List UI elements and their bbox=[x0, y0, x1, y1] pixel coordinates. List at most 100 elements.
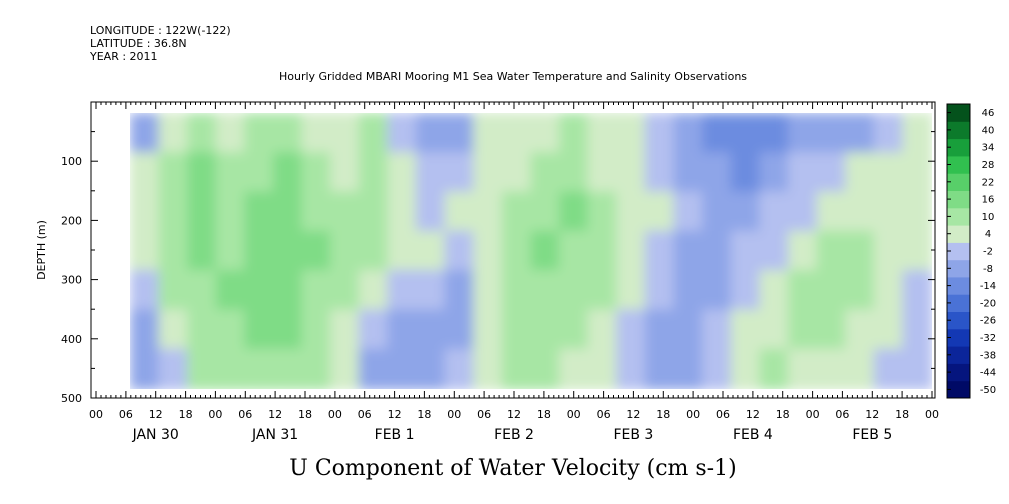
longitude-label: LONGITUDE : 122W(-122) bbox=[90, 24, 231, 37]
heatmap-cell bbox=[530, 191, 561, 233]
heatmap-cell bbox=[130, 309, 161, 351]
y-tick-label: 100 bbox=[61, 155, 82, 168]
heatmap-cell bbox=[902, 309, 932, 351]
heatmap-cell bbox=[130, 113, 161, 155]
heatmap-cell bbox=[616, 348, 647, 389]
x-hour-label: 12 bbox=[626, 408, 640, 421]
heatmap-cell bbox=[759, 152, 790, 194]
x-hour-label: 12 bbox=[746, 408, 760, 421]
heatmap-cell bbox=[816, 113, 848, 155]
heatmap-cell bbox=[559, 191, 590, 233]
heatmap-cell bbox=[473, 113, 504, 155]
heatmap-cell bbox=[272, 113, 304, 155]
heatmap-cell bbox=[702, 230, 733, 273]
heatmap-cell bbox=[673, 309, 705, 351]
heatmap-cell bbox=[416, 270, 447, 312]
heatmap-cell bbox=[158, 309, 189, 351]
heatmap-cell bbox=[530, 152, 561, 194]
heatmap-cell bbox=[158, 270, 189, 312]
heatmap-cell bbox=[845, 230, 876, 273]
heatmap-cell bbox=[387, 348, 418, 389]
heatmap-cell bbox=[272, 270, 304, 312]
heatmap-cell bbox=[730, 348, 762, 389]
x-hour-label: 00 bbox=[447, 408, 461, 421]
colorbar-label: -26 bbox=[980, 316, 996, 327]
heatmap-cell bbox=[902, 270, 932, 312]
heatmap-cell bbox=[673, 191, 705, 233]
heatmap-cell bbox=[816, 191, 848, 233]
heatmap-cell bbox=[816, 230, 848, 273]
heatmap-cell bbox=[244, 348, 275, 389]
heatmap-cell bbox=[358, 230, 390, 273]
x-hour-label: 00 bbox=[925, 408, 939, 421]
heatmap-cell bbox=[358, 309, 390, 351]
heatmap-cell bbox=[444, 113, 476, 155]
heatmap-cell bbox=[187, 348, 218, 389]
heatmap-cell bbox=[130, 191, 161, 233]
heatmap-cell bbox=[902, 113, 932, 155]
heatmap-cell bbox=[644, 270, 676, 312]
x-hour-label: 12 bbox=[507, 408, 521, 421]
heatmap-cell bbox=[187, 230, 218, 273]
heatmap-cell bbox=[730, 230, 762, 273]
colorbar-segment bbox=[947, 311, 970, 330]
heatmap-cell bbox=[501, 309, 533, 351]
x-hour-label: 06 bbox=[716, 408, 730, 421]
heatmap-cell bbox=[444, 309, 476, 351]
heatmap-cell bbox=[187, 270, 218, 312]
heatmap-cells bbox=[130, 113, 932, 389]
heatmap-cell bbox=[387, 113, 418, 155]
heatmap-cell bbox=[473, 191, 504, 233]
heatmap-cell bbox=[215, 152, 247, 194]
heatmap-cell bbox=[702, 113, 733, 155]
heatmap-cell bbox=[187, 309, 218, 351]
heatmap-cell bbox=[158, 348, 189, 389]
heatmap-cell bbox=[759, 348, 790, 389]
x-hour-label: 06 bbox=[835, 408, 849, 421]
heatmap-cell bbox=[702, 152, 733, 194]
colorbar-segment bbox=[947, 207, 970, 226]
colorbar-segment bbox=[947, 363, 970, 382]
heatmap-cell bbox=[759, 191, 790, 233]
heatmap-cell bbox=[530, 113, 561, 155]
x-hour-label: 18 bbox=[417, 408, 431, 421]
heatmap-cell bbox=[816, 270, 848, 312]
heatmap-cell bbox=[644, 309, 676, 351]
heatmap-cell bbox=[416, 230, 447, 273]
heatmap-cell bbox=[559, 152, 590, 194]
heatmap-cell bbox=[902, 152, 932, 194]
heatmap-cell bbox=[644, 230, 676, 273]
heatmap-cell bbox=[301, 152, 333, 194]
x-hour-label: 18 bbox=[776, 408, 790, 421]
heatmap-cell bbox=[673, 230, 705, 273]
heatmap-cell bbox=[673, 270, 705, 312]
x-hour-label: 00 bbox=[567, 408, 581, 421]
x-day-label: FEB 2 bbox=[494, 427, 534, 443]
heatmap-cell bbox=[473, 309, 504, 351]
heatmap-cell bbox=[559, 348, 590, 389]
heatmap-cell bbox=[616, 152, 647, 194]
heatmap-cell bbox=[644, 152, 676, 194]
heatmap-cell bbox=[644, 191, 676, 233]
x-hour-label: 06 bbox=[238, 408, 252, 421]
heatmap-cell bbox=[387, 191, 418, 233]
colorbar-label: 34 bbox=[982, 143, 995, 154]
colorbar-segment bbox=[947, 242, 970, 261]
heatmap-cell bbox=[873, 152, 905, 194]
y-tick-label: 400 bbox=[61, 333, 82, 346]
colorbar-label: -32 bbox=[980, 333, 996, 344]
heatmap-cell bbox=[473, 152, 504, 194]
heatmap-cell bbox=[444, 270, 476, 312]
heatmap-cell bbox=[301, 270, 333, 312]
heatmap-cell bbox=[873, 270, 905, 312]
heatmap-cell bbox=[702, 270, 733, 312]
heatmap-cell bbox=[559, 113, 590, 155]
heatmap-cell bbox=[730, 309, 762, 351]
heatmap-cell bbox=[330, 113, 361, 155]
heatmap-cell bbox=[702, 191, 733, 233]
heatmap-cell bbox=[244, 230, 275, 273]
x-hour-label: 18 bbox=[298, 408, 312, 421]
heatmap-cell bbox=[902, 348, 932, 389]
colorbar-segment bbox=[947, 155, 970, 174]
